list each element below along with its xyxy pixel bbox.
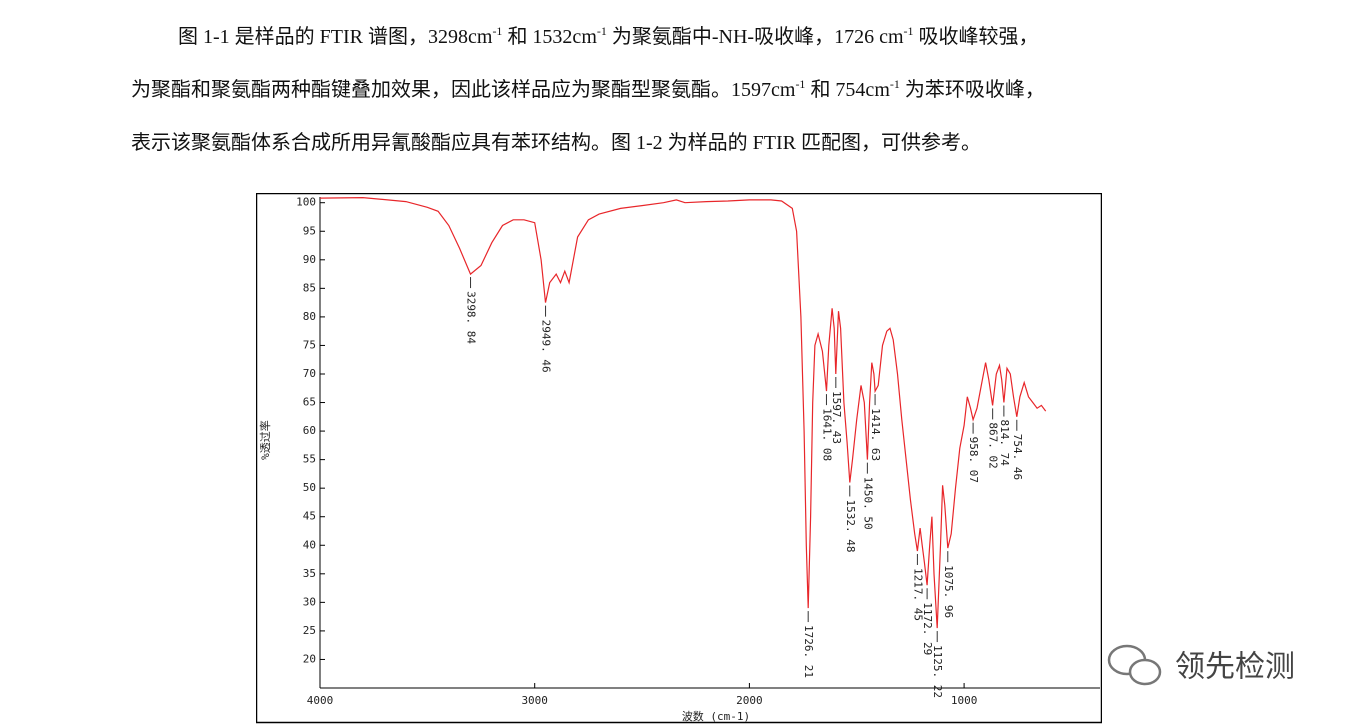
paragraph: 图 1-1 是样品的 FTIR 谱图，3298cm-1 和 1532cm-1 为… <box>131 20 1331 179</box>
peak-label: 1217. 45 <box>911 568 924 621</box>
peak-label: 1075. 96 <box>942 565 955 618</box>
text-line: 图 1-1 是样品的 FTIR 谱图，3298cm-1 和 1532cm-1 为… <box>131 20 1331 73</box>
peak-label: 958. 07 <box>967 437 980 483</box>
superscript: -1 <box>596 24 607 38</box>
peak-label: 1172. 29 <box>921 602 934 655</box>
y-tick-label: 95 <box>303 224 316 237</box>
y-tick-label: 25 <box>303 624 316 637</box>
peak-label: 1726. 21 <box>802 625 815 678</box>
x-tick-label: 2000 <box>736 694 763 707</box>
peak-label: 1532. 48 <box>844 499 857 552</box>
wechat-icon <box>1107 644 1162 686</box>
peak-label: 1125. 22 <box>931 645 944 698</box>
peak-label: 754. 46 <box>1011 434 1024 480</box>
spectrum-line <box>319 196 1047 629</box>
y-tick-label: 75 <box>303 338 316 351</box>
text-run: 和 1532cm <box>502 26 597 48</box>
peak-label: 1597. 43 <box>830 391 843 444</box>
x-tick-label: 3000 <box>521 694 548 707</box>
chart: %透过率 波数 (cm-1) 20 25 30 35 40 45 50 55 60 65 70 75 8… <box>256 193 1102 724</box>
y-tick-label: 90 <box>303 253 316 266</box>
text-run: 吸收峰较强， <box>913 26 1039 48</box>
y-tick-label: 35 <box>303 567 316 580</box>
y-tick-label: 50 <box>303 481 316 494</box>
x-tick-label: 1000 <box>951 694 978 707</box>
y-tick-label: 30 <box>303 595 316 608</box>
y-tick-label: 70 <box>303 367 316 380</box>
y-tick-label: 100 <box>296 196 316 209</box>
y-tick-label: 40 <box>303 538 316 551</box>
superscript: -1 <box>889 77 900 91</box>
superscript: -1 <box>492 24 503 38</box>
text-run: 和 754cm <box>805 79 890 101</box>
peak-label: 3298. 84 <box>465 291 478 344</box>
text-run: 表示该聚氨酯体系合成所用异氰酸酯应具有苯环结构。图 1-2 为样品的 FTIR … <box>131 132 981 154</box>
peak-label: 2949. 46 <box>540 320 553 373</box>
watermark-text: 领先检测 <box>1175 650 1295 685</box>
peak-label: 1414. 63 <box>869 408 882 461</box>
y-tick-label: 80 <box>303 310 316 323</box>
text-line: 为聚酯和聚氨酯两种酯键叠加效果，因此该样品应为聚酯型聚氨酯。1597cm-1 和… <box>131 73 1331 126</box>
chart-frame <box>256 193 1102 724</box>
text-run: 为苯环吸收峰， <box>899 79 1045 101</box>
peak-label: 1450. 50 <box>861 477 874 530</box>
peak-label: 814. 74 <box>998 420 1011 467</box>
y-tick-label: 85 <box>303 281 316 294</box>
watermark: 领先检测 <box>1107 644 1295 686</box>
x-axis-title: 波数 (cm-1) <box>682 710 750 723</box>
y-tick-label: 65 <box>303 396 316 409</box>
y-axis-title: %透过率 <box>258 420 272 460</box>
y-tick-label: 55 <box>303 453 316 466</box>
text-run: 图 1-1 是样品的 FTIR 谱图，3298cm <box>178 26 493 48</box>
superscript: -1 <box>795 77 806 91</box>
y-tick-label: 20 <box>303 652 316 665</box>
text-run: 为聚氨酯中-NH-吸收峰，1726 cm <box>606 26 904 48</box>
peak-label: 867. 02 <box>987 422 1000 468</box>
text-run: 为聚酯和聚氨酯两种酯键叠加效果，因此该样品应为聚酯型聚氨酯。1597cm <box>131 79 796 101</box>
y-tick-label: 60 <box>303 424 316 437</box>
x-tick-label: 4000 <box>307 694 334 707</box>
text-line: 表示该聚氨酯体系合成所用异氰酸酯应具有苯环结构。图 1-2 为样品的 FTIR … <box>131 126 1331 179</box>
superscript: -1 <box>903 24 914 38</box>
y-tick-label: 45 <box>303 510 316 523</box>
peak-label: 1641. 08 <box>820 408 833 461</box>
